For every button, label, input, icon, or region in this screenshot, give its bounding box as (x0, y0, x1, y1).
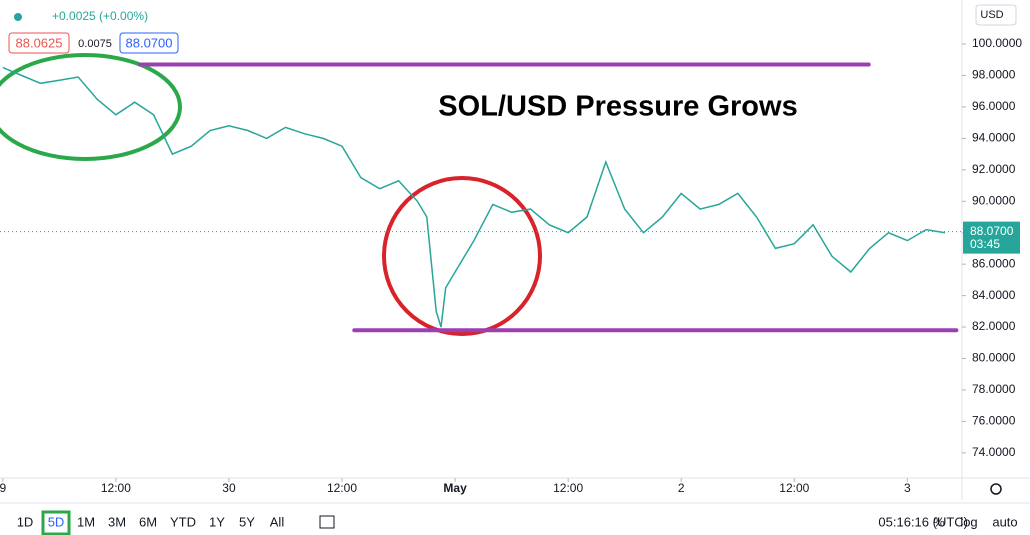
ask: 88.0700 (126, 35, 173, 50)
currency-button[interactable] (975, 4, 1017, 26)
x-tick-label: 30 (222, 481, 236, 495)
y-tick-label: 96.0000 (972, 99, 1016, 113)
bid-box[interactable] (8, 32, 70, 54)
last-price-box (963, 221, 1020, 254)
spread: 0.0075 (78, 38, 112, 50)
y-tick-label: 98.0000 (972, 68, 1016, 82)
x-tick-label: 9 (0, 481, 6, 495)
x-tick-label: 12:00 (101, 481, 131, 495)
selected-interval (41, 510, 71, 535)
x-tick-label: May (443, 481, 467, 495)
interval-button[interactable]: 5Y (239, 514, 255, 529)
bid: 88.0625 (16, 35, 63, 50)
y-tick-label: 94.0000 (972, 131, 1016, 145)
scale-option[interactable]: log (960, 514, 977, 529)
y-tick-label: 84.0000 (972, 288, 1016, 302)
scale-option[interactable]: % (933, 514, 945, 529)
interval-button[interactable]: All (270, 514, 285, 529)
x-tick-label: 12:00 (327, 481, 357, 495)
change: +0.0025 (+0.00%) (52, 9, 148, 23)
interval-button[interactable]: 5D (48, 514, 65, 529)
settings-icon[interactable] (990, 483, 1002, 495)
ask-box[interactable] (119, 32, 179, 54)
y-tick-label: 100.0000 (972, 36, 1022, 50)
interval-button[interactable]: 1Y (209, 514, 225, 529)
currency: USD (980, 9, 1003, 21)
chart-title: SOL/USD Pressure Grows (438, 91, 797, 123)
y-tick-label: 90.0000 (972, 193, 1016, 207)
scale-option[interactable]: auto (992, 514, 1017, 529)
highlight-circle (382, 176, 542, 336)
x-tick-label: 12:00 (779, 481, 809, 495)
interval-button[interactable]: 1M (77, 514, 95, 529)
y-tick-label: 78.0000 (972, 382, 1016, 396)
highlight-ellipse (0, 53, 182, 161)
x-tick-label: 12:00 (553, 481, 583, 495)
x-tick-label: 2 (678, 481, 685, 495)
interval-button[interactable]: 1D (17, 514, 34, 529)
y-tick-label: 80.0000 (972, 351, 1016, 365)
toolbar: 1D 5D 1M 3M 6M YTD 1Y 5Y All% log auto (17, 510, 1018, 535)
y-tick-label: 92.0000 (972, 162, 1016, 176)
status-dot (14, 13, 22, 21)
countdown: 03:45 (970, 237, 1000, 251)
x-tick-label: 3 (904, 481, 911, 495)
y-tick-label: 82.0000 (972, 319, 1016, 333)
interval-button[interactable]: 3M (108, 514, 126, 529)
date-range-icon[interactable] (319, 515, 335, 529)
interval-button[interactable]: 6M (139, 514, 157, 529)
interval-button[interactable]: YTD (170, 514, 196, 529)
price-line (2, 66, 946, 328)
last-price-label: 88.0700 (970, 224, 1014, 238)
y-tick-label: 74.0000 (972, 445, 1016, 459)
y-tick-label: 76.0000 (972, 414, 1016, 428)
y-tick-label: 86.0000 (972, 256, 1016, 270)
clock: 05:16:16 (UTC) (878, 514, 968, 529)
